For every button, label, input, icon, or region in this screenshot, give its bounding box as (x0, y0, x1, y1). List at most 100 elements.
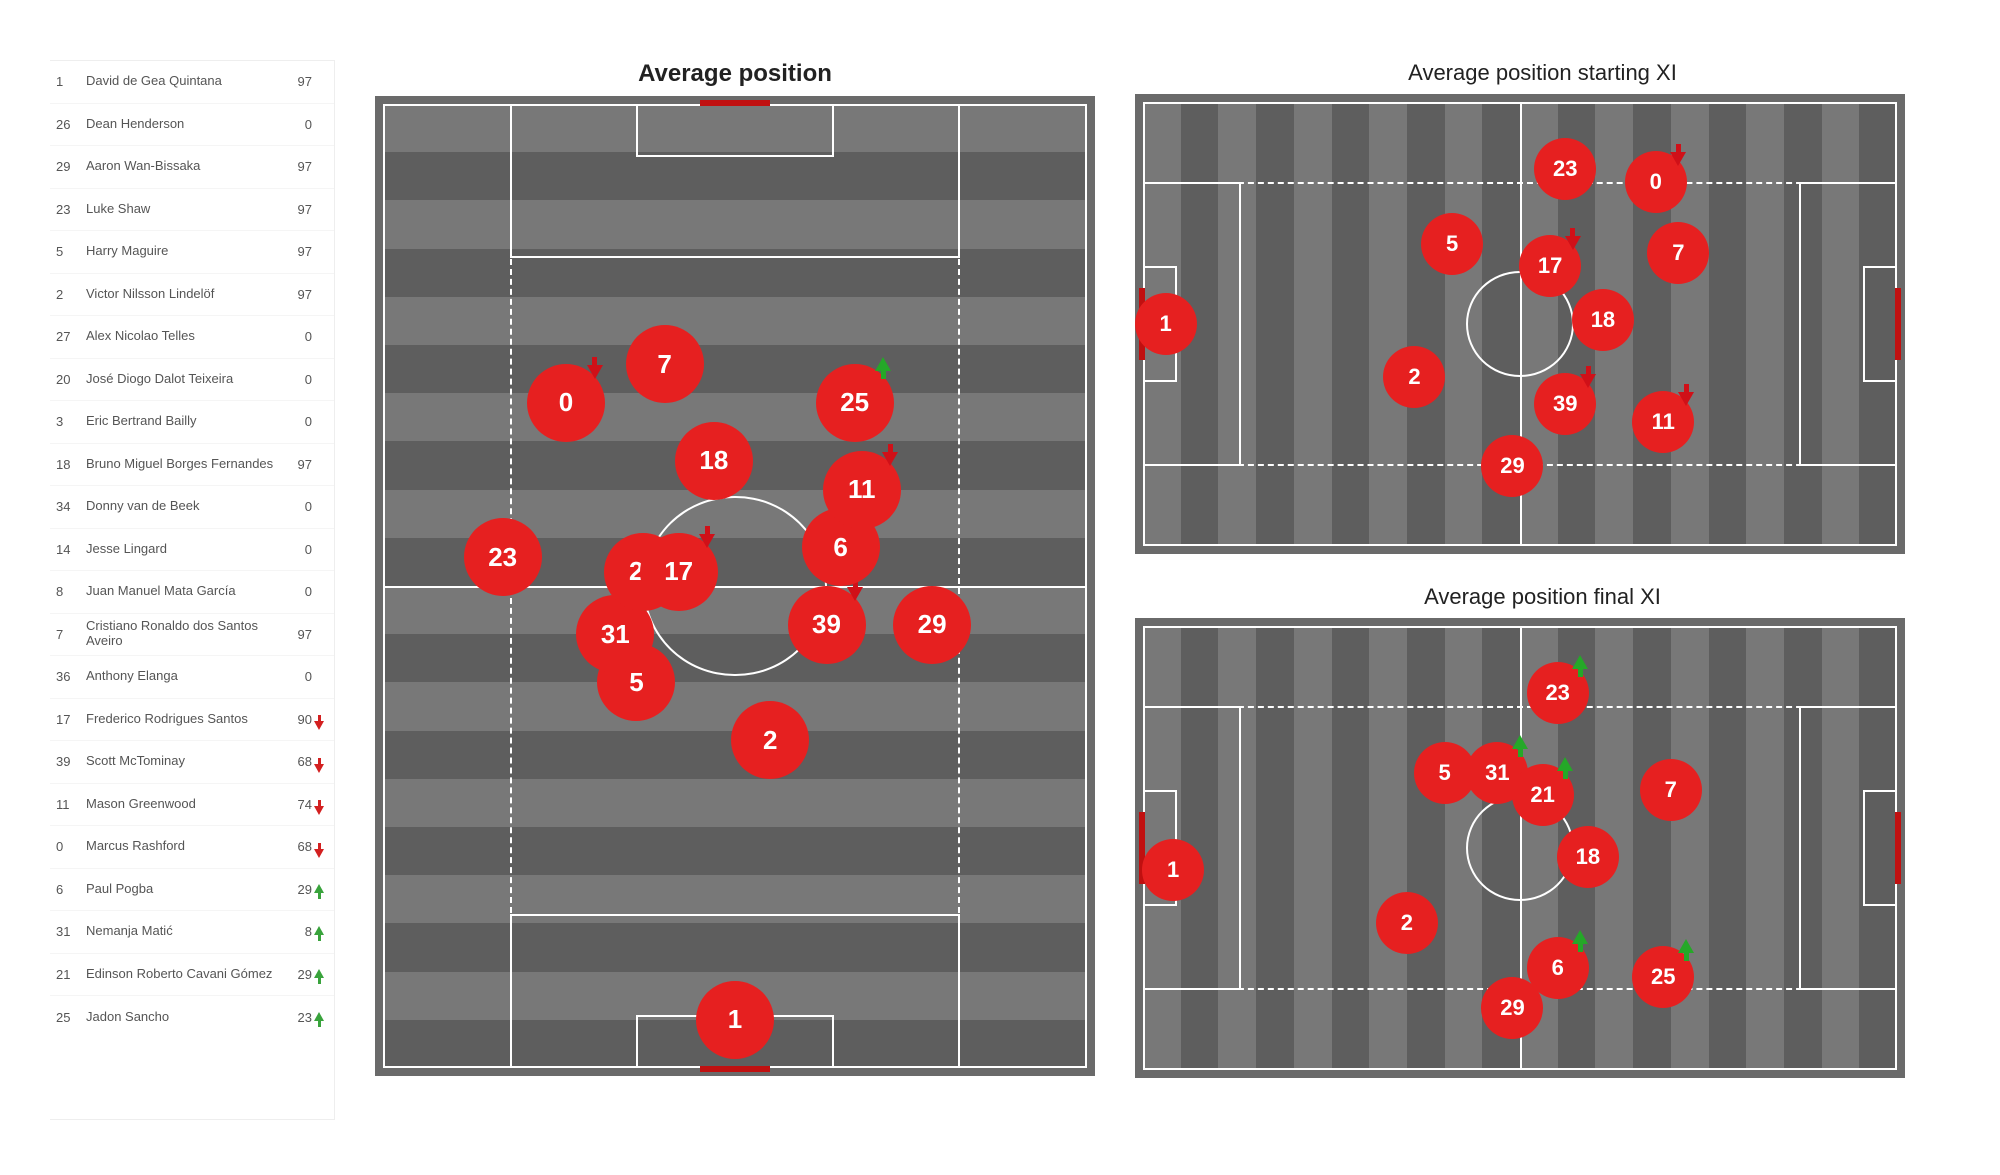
player-number: 39 (56, 754, 86, 769)
starting-xi-title: Average position starting XI (1135, 60, 1950, 86)
table-row: 17Frederico Rodrigues Santos90 (50, 699, 334, 742)
sub-off-icon (314, 800, 324, 815)
player-minutes: 8 (280, 924, 312, 939)
layout-container: 1David de Gea Quintana9726Dean Henderson… (50, 60, 1950, 1120)
table-row: 39Scott McTominay68 (50, 741, 334, 784)
player-minutes: 29 (280, 882, 312, 897)
sub-off-icon (699, 526, 715, 548)
player-number: 29 (56, 159, 86, 174)
player-minutes: 97 (280, 287, 312, 302)
player-dot: 2 (731, 701, 809, 779)
player-dot: 23 (1534, 138, 1596, 200)
player-name: David de Gea Quintana (86, 74, 280, 89)
player-minutes: 97 (280, 244, 312, 259)
sub-on-icon (314, 1012, 324, 1027)
player-number: 3 (56, 414, 86, 429)
player-minutes: 0 (280, 669, 312, 684)
final-xi-pitch: 12529312123618257 (1135, 618, 1905, 1078)
sub-off-icon (1670, 144, 1686, 166)
player-dot: 18 (1572, 289, 1634, 351)
main-pitch: 125312321173929611182507 (375, 96, 1095, 1076)
player-minutes: 97 (280, 74, 312, 89)
table-row: 25Jadon Sancho23 (50, 996, 334, 1039)
player-minutes: 29 (280, 967, 312, 982)
player-minutes: 74 (280, 797, 312, 812)
table-row: 6Paul Pogba29 (50, 869, 334, 912)
final-xi-block: Average position final XI 12529312123618… (1135, 584, 1950, 1078)
table-row: 0Marcus Rashford68 (50, 826, 334, 869)
player-minutes: 0 (280, 499, 312, 514)
side-pitches-column: Average position starting XI 12529231739… (1135, 60, 1950, 1120)
player-name: Scott McTominay (86, 754, 280, 769)
sub-off-icon (314, 758, 324, 773)
sub-off-icon (1678, 384, 1694, 406)
table-row: 3Eric Bertrand Bailly0 (50, 401, 334, 444)
table-row: 14Jesse Lingard0 (50, 529, 334, 572)
starting-xi-pitch: 12529231739181107 (1135, 94, 1905, 554)
sub-off-icon (314, 715, 324, 730)
sub-on-icon (1572, 655, 1588, 677)
player-name: Nemanja Matić (86, 924, 280, 939)
sub-on-icon (314, 884, 324, 899)
player-name: Juan Manuel Mata García (86, 584, 280, 599)
player-name: Edinson Roberto Cavani Gómez (86, 967, 280, 982)
player-name: Dean Henderson (86, 117, 280, 132)
player-number: 27 (56, 329, 86, 344)
sub-on-icon (1512, 735, 1528, 757)
player-number: 2 (56, 287, 86, 302)
player-name: Paul Pogba (86, 882, 280, 897)
sub-off-icon (587, 357, 603, 379)
table-row: 2Victor Nilsson Lindelöf97 (50, 274, 334, 317)
player-name: Marcus Rashford (86, 839, 280, 854)
player-name: Bruno Miguel Borges Fernandes (86, 457, 280, 472)
player-number: 11 (56, 797, 86, 812)
player-number: 17 (56, 712, 86, 727)
player-minutes: 97 (280, 627, 312, 642)
player-number: 23 (56, 202, 86, 217)
player-dot: 2 (1383, 346, 1445, 408)
player-name: Jadon Sancho (86, 1010, 280, 1025)
player-dot: 7 (1647, 222, 1709, 284)
player-number: 5 (56, 244, 86, 259)
table-row: 31Nemanja Matić8 (50, 911, 334, 954)
player-minutes: 0 (280, 329, 312, 344)
player-name: Cristiano Ronaldo dos Santos Aveiro (86, 619, 280, 649)
starting-xi-block: Average position starting XI 12529231739… (1135, 60, 1950, 554)
table-row: 26Dean Henderson0 (50, 104, 334, 147)
table-row: 36Anthony Elanga0 (50, 656, 334, 699)
player-name: Luke Shaw (86, 202, 280, 217)
player-minutes: 90 (280, 712, 312, 727)
sub-off-icon (1565, 228, 1581, 250)
player-number: 1 (56, 74, 86, 89)
player-name: Harry Maguire (86, 244, 280, 259)
main-pitch-title: Average position (375, 60, 1095, 88)
player-name: Jesse Lingard (86, 542, 280, 557)
player-minutes: 97 (280, 159, 312, 174)
player-number: 25 (56, 1010, 86, 1025)
player-name: Eric Bertrand Bailly (86, 414, 280, 429)
player-table: 1David de Gea Quintana9726Dean Henderson… (50, 60, 335, 1120)
player-dot: 1 (696, 981, 774, 1059)
player-number: 18 (56, 457, 86, 472)
sub-on-icon (1557, 757, 1573, 779)
player-minutes: 97 (280, 457, 312, 472)
sub-off-icon (1580, 366, 1596, 388)
table-row: 29Aaron Wan-Bissaka97 (50, 146, 334, 189)
sub-on-icon (875, 357, 891, 379)
table-row: 5Harry Maguire97 (50, 231, 334, 274)
player-number: 26 (56, 117, 86, 132)
player-minutes: 0 (280, 117, 312, 132)
player-dot: 18 (1557, 826, 1619, 888)
player-dot: 1 (1135, 293, 1197, 355)
player-minutes: 0 (280, 542, 312, 557)
player-number: 0 (56, 839, 86, 854)
player-number: 20 (56, 372, 86, 387)
player-number: 7 (56, 627, 86, 642)
player-minutes: 0 (280, 584, 312, 599)
player-dot: 5 (1421, 213, 1483, 275)
table-row: 1David de Gea Quintana97 (50, 61, 334, 104)
player-name: Victor Nilsson Lindelöf (86, 287, 280, 302)
player-name: Donny van de Beek (86, 499, 280, 514)
table-row: 34Donny van de Beek0 (50, 486, 334, 529)
player-name: Anthony Elanga (86, 669, 280, 684)
